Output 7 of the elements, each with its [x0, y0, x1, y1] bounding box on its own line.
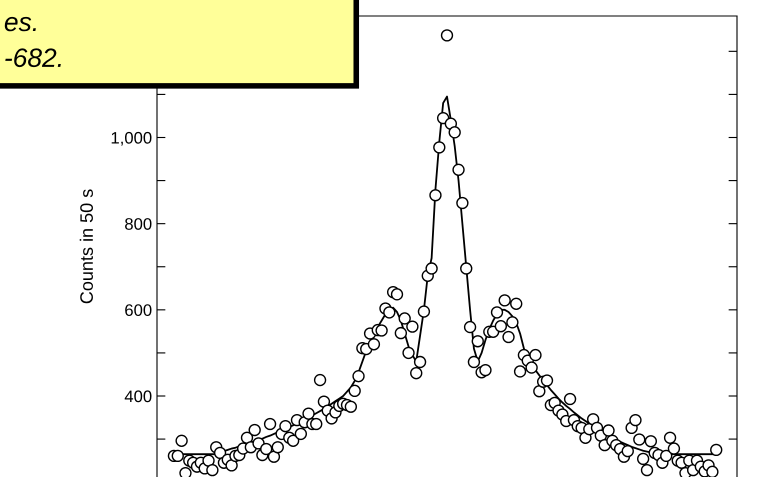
- y-tick-label: 400: [124, 390, 152, 402]
- y-tick-label: 600: [125, 304, 152, 316]
- y-axis-title: Counts in 50 s: [80, 189, 93, 304]
- text: -682.: [5, 48, 61, 68]
- y-tick-label: 800: [125, 218, 152, 230]
- y-tick-label: 1,000: [112, 132, 152, 146]
- text: es.: [4, 16, 36, 32]
